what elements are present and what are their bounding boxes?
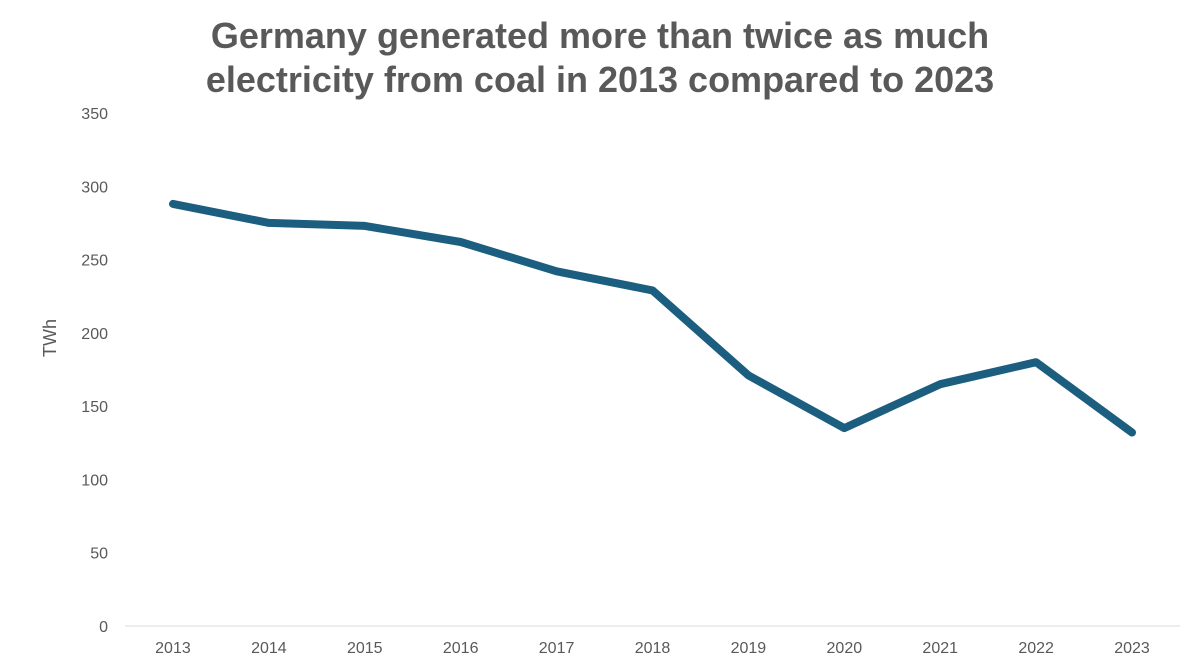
x-tick-label: 2019 <box>731 640 767 657</box>
y-axis-label: TWh <box>40 319 60 357</box>
data-point <box>364 225 366 227</box>
y-tick-label: 50 <box>90 546 108 563</box>
x-tick-label: 2013 <box>155 640 191 657</box>
y-tick-label: 0 <box>99 619 108 636</box>
data-point <box>747 374 749 376</box>
data-point <box>1131 432 1133 434</box>
data-point <box>652 289 653 291</box>
data-point <box>1035 361 1037 363</box>
y-tick-label: 200 <box>81 326 108 343</box>
y-tick-label: 100 <box>81 472 108 489</box>
chart-title-line-1: Germany generated more than twice as muc… <box>210 15 990 56</box>
y-tick-label: 300 <box>81 179 108 196</box>
data-point <box>268 222 270 224</box>
y-axis-ticks: 0 50 100 150 200 250 300 350 <box>81 106 108 636</box>
data-point <box>556 270 558 272</box>
y-tick-label: 150 <box>81 399 108 416</box>
data-point <box>460 241 462 243</box>
x-tick-label: 2023 <box>1114 640 1150 657</box>
y-tick-label: 350 <box>81 106 108 123</box>
x-tick-label: 2017 <box>539 640 575 657</box>
x-tick-label: 2015 <box>347 640 383 657</box>
x-tick-label: 2020 <box>827 640 863 657</box>
x-tick-label: 2016 <box>443 640 479 657</box>
series-layer <box>169 199 1136 437</box>
series-line <box>169 199 1136 437</box>
data-point <box>172 203 174 205</box>
y-tick-label: 250 <box>81 253 108 270</box>
x-axis-ticks: 2013 2014 2015 2016 2017 2018 2019 2020 2021 2022… <box>155 640 1150 657</box>
chart-title-line-2: electricity from coal in 2013 compared t… <box>205 59 995 100</box>
data-point <box>843 427 845 429</box>
x-tick-label: 2021 <box>922 640 958 657</box>
data-point <box>939 383 941 385</box>
x-tick-label: 2022 <box>1018 640 1054 657</box>
x-tick-label: 2018 <box>635 640 671 657</box>
x-tick-label: 2014 <box>251 640 287 657</box>
chart-title: Germany generated more than twice as muc… <box>0 14 1200 102</box>
